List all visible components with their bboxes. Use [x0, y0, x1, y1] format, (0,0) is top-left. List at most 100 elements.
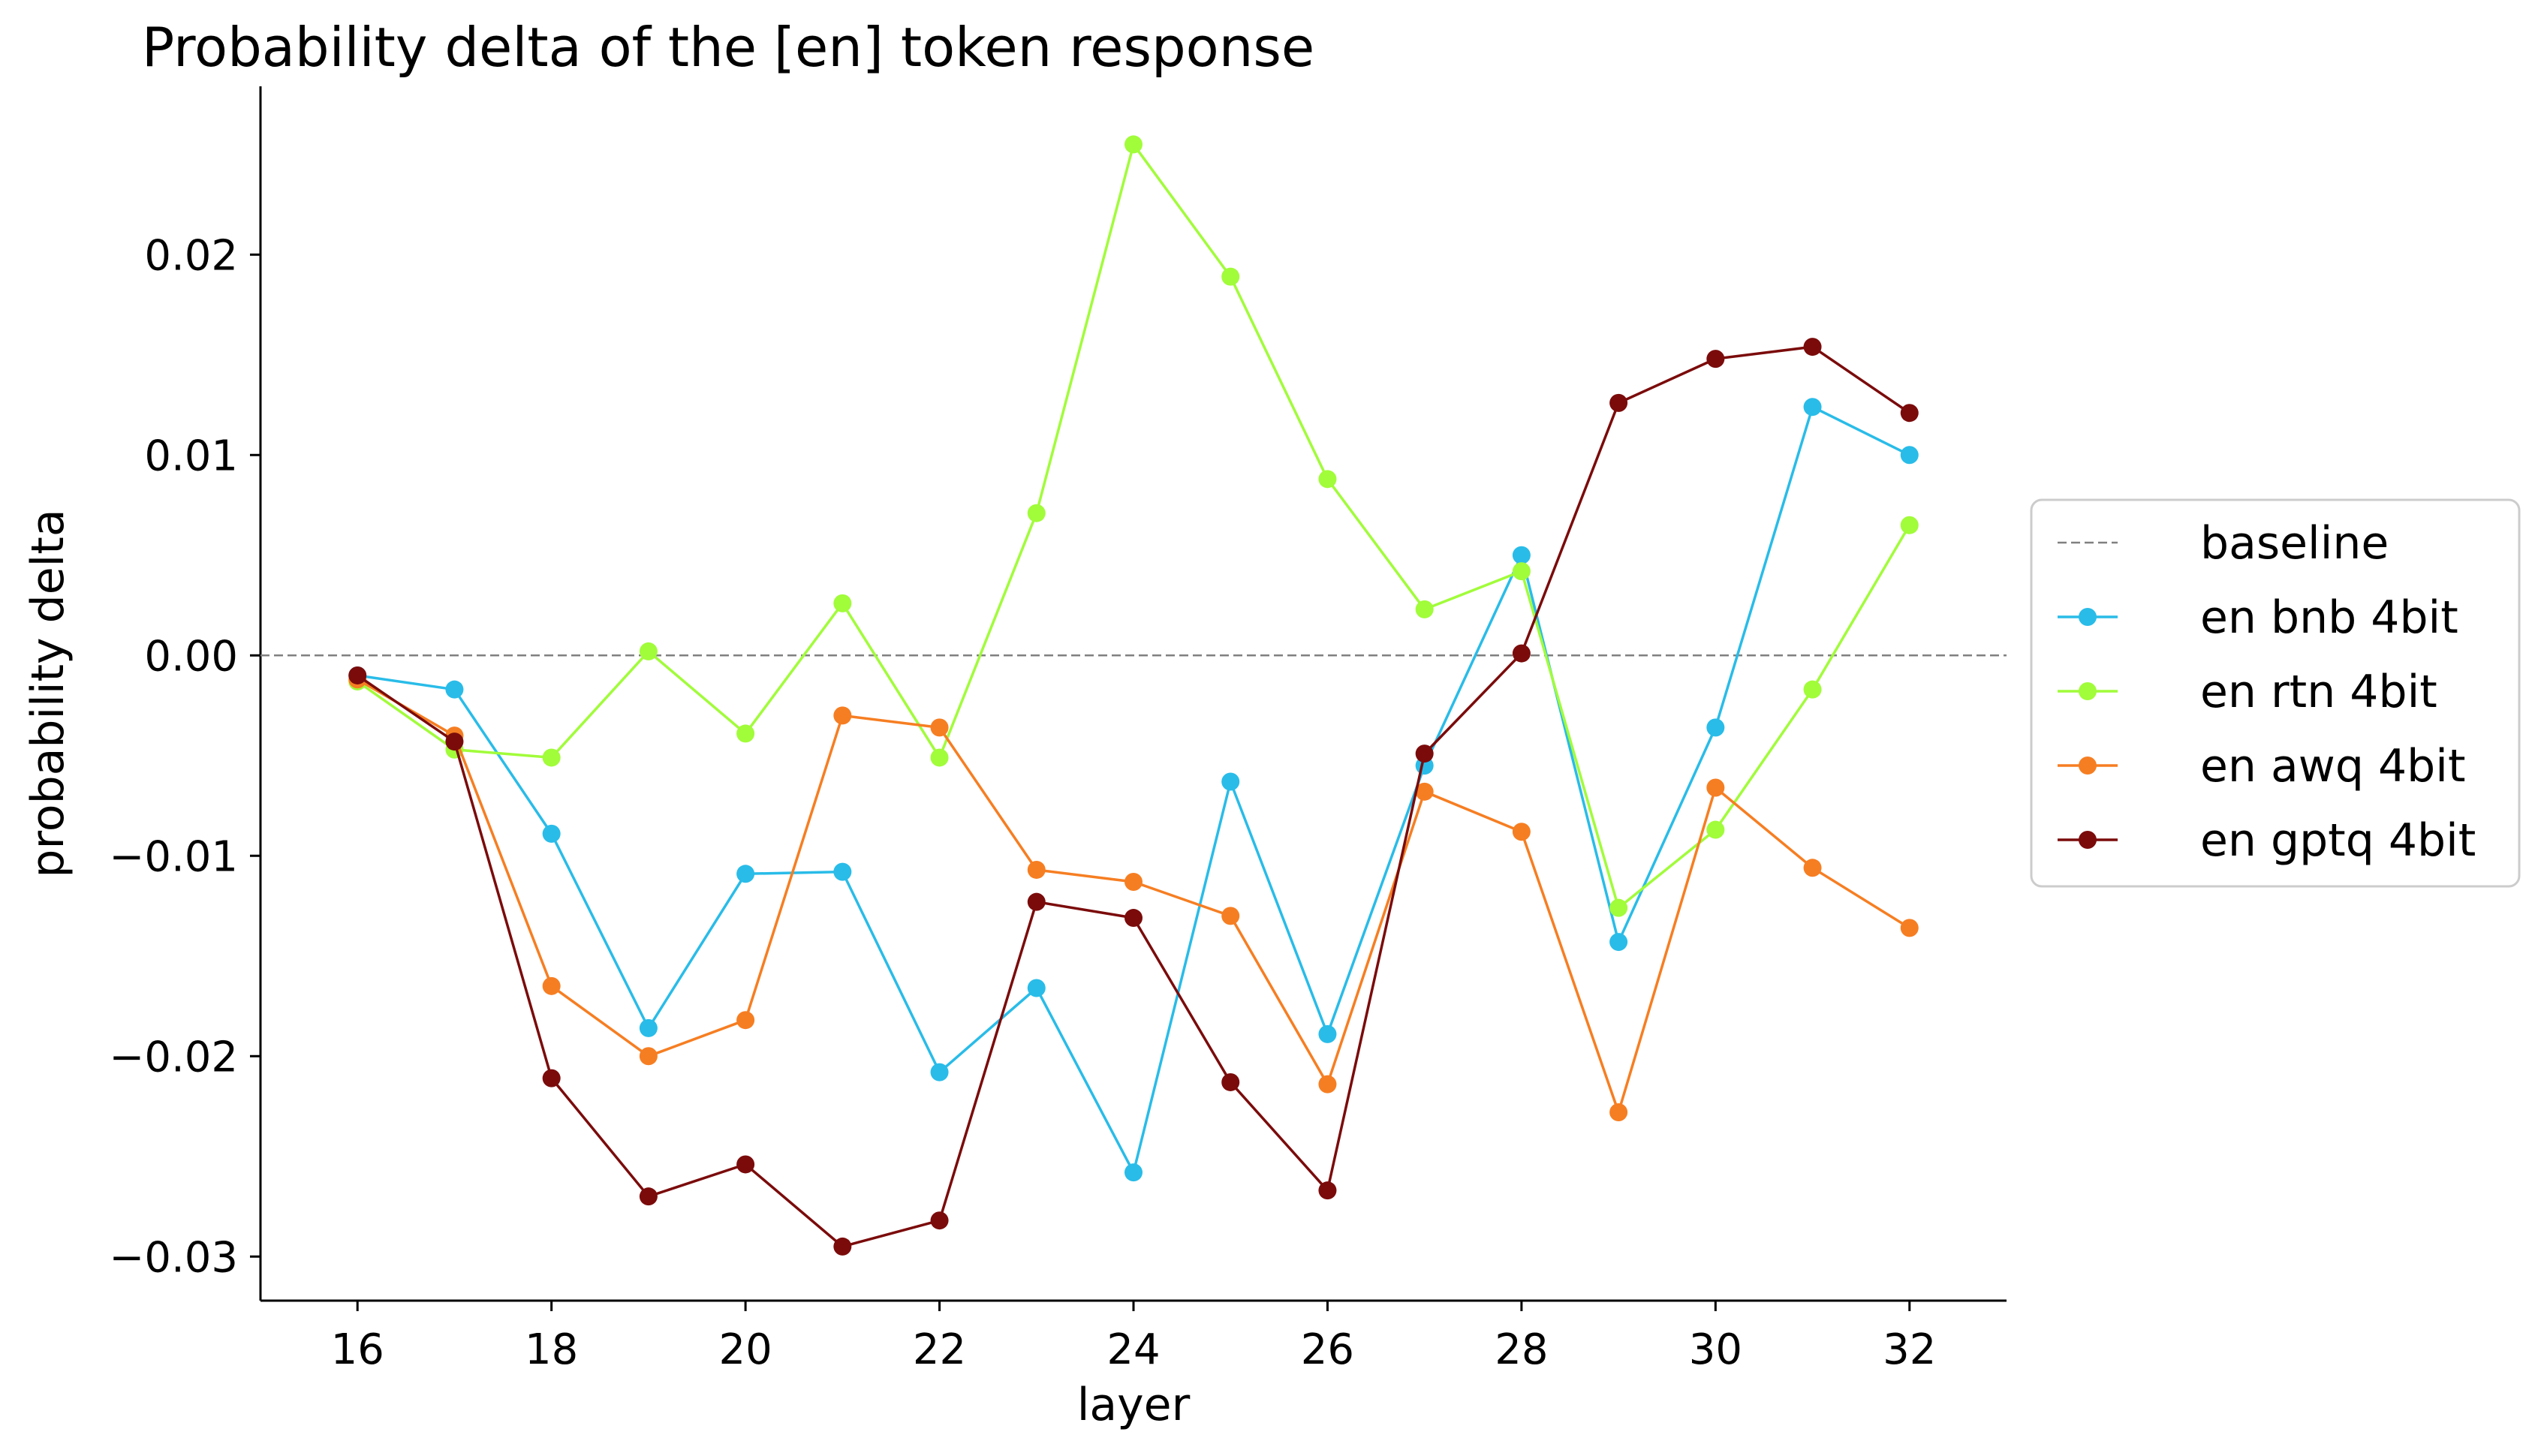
data-point [1124, 135, 1143, 154]
x-tick-label: 30 [1689, 1325, 1742, 1374]
data-point [1706, 820, 1725, 839]
data-point [542, 748, 561, 767]
data-point [1900, 404, 1919, 423]
legend-label: baseline [2200, 517, 2389, 570]
legend-label: en gptq 4bit [2200, 814, 2476, 867]
data-point [736, 724, 755, 743]
legend: baseline en bnb 4bit en rtn 4bit en awq 4bi… [2030, 498, 2521, 888]
data-point [1415, 745, 1434, 763]
legend-item-en-bnb-4bit: en bnb 4bit [2058, 591, 2458, 644]
data-point [833, 862, 852, 881]
data-point [1512, 823, 1531, 841]
legend-marker [2079, 757, 2097, 775]
data-point [1803, 859, 1822, 877]
data-point [348, 666, 367, 684]
data-point [1221, 1072, 1240, 1091]
data-point [639, 1187, 658, 1206]
x-tick-label: 26 [1301, 1325, 1354, 1374]
x-axis-label: layer [1077, 1379, 1191, 1431]
series-line [357, 345, 1910, 1248]
series-line [357, 143, 1911, 910]
x-ticks: 16 18 20 22 24 26 28 30 32 [331, 1301, 1936, 1374]
data-point [1318, 470, 1337, 489]
legend-box [2030, 498, 2521, 888]
data-point [1512, 562, 1531, 581]
data-point [1318, 1024, 1337, 1043]
legend-item-en-rtn-4bit: en rtn 4bit [2058, 666, 2437, 718]
x-tick-label: 24 [1106, 1325, 1160, 1374]
data-point [1318, 1181, 1337, 1200]
data-point [1318, 1075, 1337, 1094]
y-tick-label: −0.02 [109, 1033, 238, 1081]
data-point [1609, 898, 1628, 917]
data-point [1221, 267, 1240, 286]
data-point [1803, 680, 1822, 699]
data-point [1512, 644, 1531, 663]
x-tick-label: 32 [1883, 1325, 1936, 1374]
data-point [1027, 860, 1046, 879]
data-point [833, 706, 852, 725]
y-tick-label: −0.01 [109, 832, 238, 881]
data-point [1900, 516, 1919, 534]
data-point [1900, 919, 1919, 937]
data-point [1803, 338, 1822, 356]
data-point [930, 1063, 949, 1081]
x-tick-label: 16 [331, 1325, 384, 1374]
data-point [1124, 872, 1143, 891]
data-point [1027, 979, 1046, 997]
legend-marker [2079, 608, 2097, 626]
data-point [1706, 778, 1725, 797]
legend-marker [2079, 831, 2097, 849]
legend-label: en awq 4bit [2200, 740, 2465, 793]
data-point [1609, 1103, 1628, 1122]
data-point [1706, 350, 1725, 369]
data-point [639, 642, 658, 660]
data-point [833, 1237, 852, 1256]
data-point [1609, 933, 1628, 952]
data-point [445, 680, 464, 699]
legend-item-baseline: baseline [2058, 517, 2389, 570]
data-point [1221, 772, 1240, 791]
series-en-bnb-4bit [348, 398, 1919, 1182]
data-point [1124, 909, 1143, 928]
x-tick-label: 20 [718, 1325, 772, 1374]
data-point [833, 594, 852, 612]
series-layer [348, 135, 1919, 1256]
y-ticks: −0.03 −0.02 −0.01 0.00 0.01 0.02 [109, 231, 260, 1282]
y-tick-label: 0.01 [144, 432, 238, 480]
data-point [930, 718, 949, 737]
data-point [1415, 600, 1434, 618]
legend-label: en bnb 4bit [2200, 591, 2458, 644]
data-point [736, 1155, 755, 1174]
data-point [542, 1069, 561, 1087]
chart-title: Probability delta of the [en] token resp… [142, 16, 1314, 79]
legend-label: en rtn 4bit [2200, 666, 2437, 718]
data-point [1124, 1163, 1143, 1182]
series-line [357, 405, 1910, 1174]
data-point [1609, 393, 1628, 412]
series-en-awq-4bit [348, 670, 1919, 1122]
data-point [542, 976, 561, 995]
x-tick-label: 22 [913, 1325, 966, 1374]
data-point [1221, 907, 1240, 925]
data-point [542, 824, 561, 843]
data-point [445, 733, 464, 751]
y-axis-label: probability delta [22, 509, 74, 877]
plot-area: −0.03 −0.02 −0.01 0.00 0.01 0.02 16 18 20 22 24 26… [109, 86, 2007, 1374]
data-point [1415, 782, 1434, 801]
data-point [1027, 504, 1046, 522]
data-point [930, 1211, 949, 1230]
data-point [736, 865, 755, 883]
data-point [639, 1018, 658, 1037]
legend-marker [2079, 682, 2097, 700]
x-tick-label: 18 [525, 1325, 578, 1374]
legend-item-en-awq-4bit: en awq 4bit [2058, 740, 2465, 793]
y-tick-label: −0.03 [109, 1233, 238, 1282]
series-en-gptq-4bit [348, 338, 1919, 1256]
data-point [1803, 398, 1822, 417]
x-tick-label: 28 [1495, 1325, 1548, 1374]
legend-item-en-gptq-4bit: en gptq 4bit [2058, 814, 2476, 867]
series-line [357, 678, 1910, 1114]
data-point [1706, 718, 1725, 737]
